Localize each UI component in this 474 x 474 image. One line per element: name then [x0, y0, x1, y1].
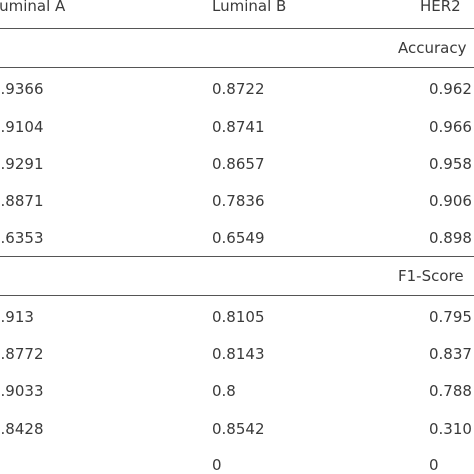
table-cell: 0.8722 [212, 80, 265, 98]
table-cell: 0.8105 [212, 308, 265, 326]
header-divider [0, 28, 474, 29]
table-cell: 0.9104 [0, 118, 44, 136]
table-cell: 0 [0, 456, 1, 474]
table-cell: 0.906 [429, 192, 472, 210]
table-cell: 0.8428 [0, 420, 44, 438]
table-cell: 0.9291 [0, 155, 44, 173]
table-cell: 0.795 [429, 308, 472, 326]
table-cell: 0.788 [429, 382, 472, 400]
table-cell: 0.958 [429, 155, 472, 173]
table-cell: 0.8143 [212, 345, 265, 363]
table-cell: 0.898 [429, 229, 472, 247]
table-cell: 0.8871 [0, 192, 44, 210]
section-divider [0, 67, 474, 68]
section-divider [0, 295, 474, 296]
table-cell: 0.962 [429, 80, 472, 98]
column-header-luminal-b: Luminal B [212, 0, 287, 15]
section-title-accuracy: Accuracy [398, 39, 467, 57]
table-cell: 0.8542 [212, 420, 265, 438]
table-cell: 0.6353 [0, 229, 44, 247]
table-cell: 0.966 [429, 118, 472, 136]
table-cell: 0.913 [0, 308, 34, 326]
column-header-luminal-a: Luminal A [0, 0, 66, 15]
table-cell: 0.6549 [212, 229, 265, 247]
table-cell: 0.7836 [212, 192, 265, 210]
table-cell: 0.8657 [212, 155, 265, 173]
section-title-f1-score: F1-Score [398, 267, 464, 285]
table-cell: 0.310 [429, 420, 472, 438]
section-divider [0, 256, 474, 257]
table-cell: 0 [429, 456, 439, 474]
table-cell: 0 [212, 456, 222, 474]
table-cell: 0.8 [212, 382, 236, 400]
table-cell: 0.9366 [0, 80, 44, 98]
table-cell: 0.8772 [0, 345, 44, 363]
table-cell: 0.9033 [0, 382, 44, 400]
table-cell: 0.8741 [212, 118, 265, 136]
table-cell: 0.837 [429, 345, 472, 363]
column-header-her2: HER2 [420, 0, 461, 15]
